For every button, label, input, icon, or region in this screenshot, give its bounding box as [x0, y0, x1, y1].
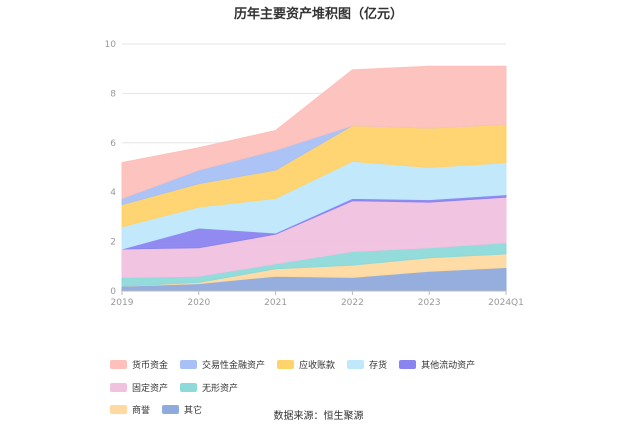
legend-item[interactable]: 货币资金: [110, 359, 168, 371]
legend-item[interactable]: 无形资产: [180, 381, 239, 394]
legend-label: 其它: [184, 406, 203, 416]
legend: 货币资金 交易性金融资产 应收账款 存货 其他流动资产固定资产 无形资产商誉 其它: [110, 354, 550, 422]
legend-swatch: [347, 360, 365, 369]
legend-label: 无形资产: [202, 383, 239, 394]
x-tick-label: 2023: [418, 298, 441, 308]
legend-item[interactable]: 应收账款: [277, 359, 335, 371]
legend-swatch: [180, 382, 198, 392]
x-tick-label: 2024Q1: [488, 298, 524, 308]
legend-swatch: [277, 360, 295, 369]
area-series: [121, 65, 507, 292]
legend-swatch: [110, 360, 127, 369]
legend-item[interactable]: 商誉: [110, 404, 150, 416]
chart-title: 历年主要资产堆积图（亿元）: [233, 7, 403, 22]
y-axis-ticks: 0 2 4 6 8 10: [105, 40, 117, 297]
y-tick-label: 8: [110, 89, 116, 99]
y-tick-label: 6: [110, 139, 116, 149]
legend-swatch: [162, 405, 180, 414]
legend-swatch: [110, 405, 127, 414]
x-tick-label: 2020: [187, 298, 210, 308]
y-tick-label: 4: [110, 188, 116, 198]
legend-label: 存货: [369, 361, 388, 371]
y-tick-label: 2: [110, 238, 116, 248]
legend-label: 固定资产: [132, 383, 169, 394]
legend-item[interactable]: 存货: [347, 359, 387, 371]
x-tick-label: 2022: [341, 298, 364, 308]
y-tick-label: 0: [110, 287, 116, 297]
area-8: [121, 65, 507, 200]
legend-swatch: [180, 360, 198, 369]
legend-label: 应收账款: [299, 361, 336, 371]
x-tick-label: 2019: [111, 298, 134, 308]
y-tick-label: 10: [105, 40, 117, 50]
legend-item[interactable]: 固定资产: [110, 381, 169, 394]
x-tick-label: 2021: [264, 298, 287, 308]
legend-item[interactable]: 其他流动资产: [399, 359, 475, 371]
legend-item[interactable]: 交易性金融资产: [180, 359, 265, 371]
data-source-note: 数据来源：恒生聚源: [273, 411, 364, 422]
legend-label: 货币资金: [132, 361, 169, 371]
legend-swatch: [399, 360, 417, 369]
legend-label: 其他流动资产: [421, 361, 476, 371]
legend-label: 商誉: [132, 406, 151, 416]
legend-label: 交易性金融资产: [202, 361, 266, 371]
x-axis: 2019 2020 2021 2022 2023 2024Q1: [111, 290, 524, 308]
legend-swatch: [110, 382, 127, 392]
stacked-area-chart: 0 2 4 6 8 10 2019 2020 2021 2022 2023 2024Q1: [105, 40, 524, 308]
legend-item[interactable]: 其它: [162, 404, 202, 416]
